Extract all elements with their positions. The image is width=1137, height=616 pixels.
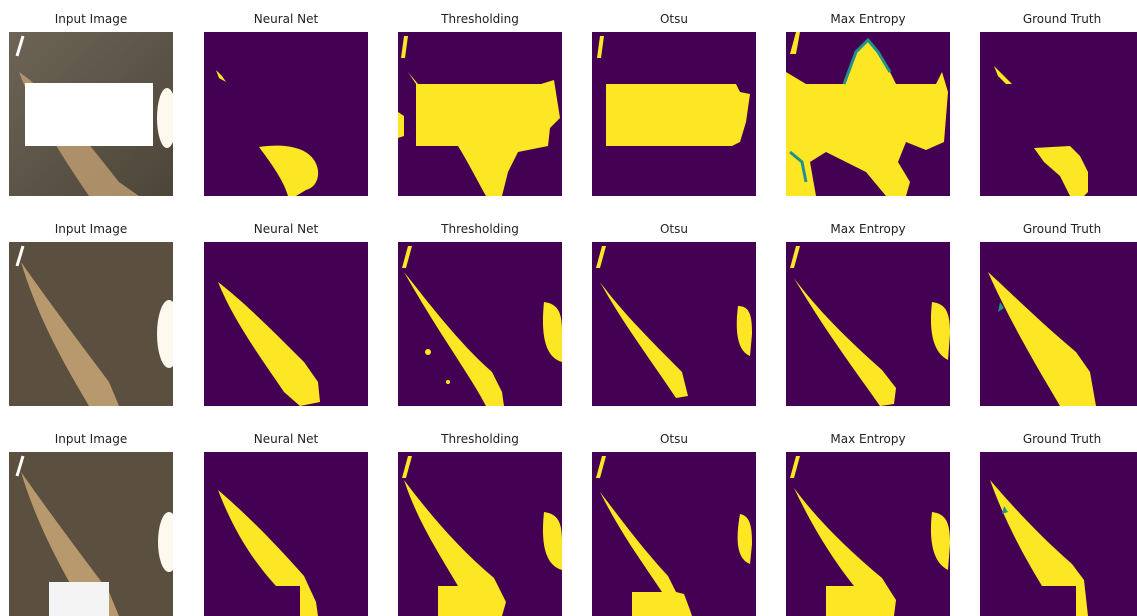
- segmentation-mask: [398, 32, 562, 196]
- input-image: [9, 242, 173, 406]
- segmentation-mask: [204, 452, 368, 616]
- segmentation-mask: [204, 242, 368, 406]
- segmentation-mask: [786, 32, 950, 196]
- segmentation-mask: [204, 32, 368, 196]
- segmentation-mask: [786, 242, 950, 406]
- segmentation-mask: [980, 452, 1137, 616]
- panel-title: Thresholding: [441, 12, 519, 26]
- panel-title: Otsu: [659, 432, 688, 446]
- panel-title: Input Image: [54, 432, 128, 446]
- segmentation-mask: [786, 452, 950, 616]
- panel-title: Input Image: [54, 12, 128, 26]
- panel-title: Neural Net: [253, 12, 319, 26]
- segmentation-mask: [398, 452, 562, 616]
- panel-title: Ground Truth: [1022, 432, 1102, 446]
- panel-title: Otsu: [659, 222, 688, 236]
- panel-title: Ground Truth: [1022, 222, 1102, 236]
- segmentation-mask: [592, 242, 756, 406]
- segmentation-mask: [980, 32, 1137, 196]
- panel-title: Neural Net: [253, 432, 319, 446]
- segmentation-mask: [980, 242, 1137, 406]
- segmentation-mask: [398, 242, 562, 406]
- panel-title: Thresholding: [441, 222, 519, 236]
- panel-title: Otsu: [659, 12, 688, 26]
- panel-title: Max Entropy: [830, 12, 906, 26]
- panel-title: Input Image: [54, 222, 128, 236]
- input-image: [9, 32, 173, 196]
- panel-title: Thresholding: [441, 432, 519, 446]
- input-image: [9, 452, 173, 616]
- panel-title: Max Entropy: [830, 432, 906, 446]
- panel-title: Max Entropy: [830, 222, 906, 236]
- panel-title: Ground Truth: [1022, 12, 1102, 26]
- segmentation-mask: [592, 32, 756, 196]
- panel-title: Neural Net: [253, 222, 319, 236]
- segmentation-mask: [592, 452, 756, 616]
